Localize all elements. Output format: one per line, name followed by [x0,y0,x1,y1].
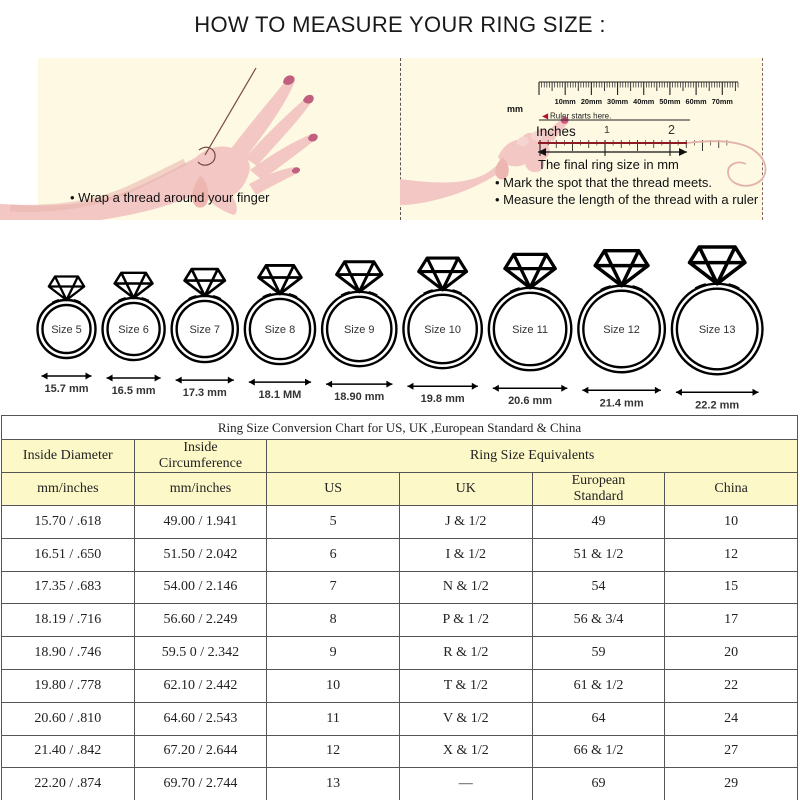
svg-text:Size 6: Size 6 [118,324,149,336]
svg-text:18.90 mm: 18.90 mm [334,391,384,403]
svg-text:Size 13: Size 13 [699,324,736,336]
svg-text:Size 9: Size 9 [344,324,375,336]
svg-text:Size 10: Size 10 [424,324,461,336]
svg-text:40mm: 40mm [633,97,655,106]
svg-text:18.1 MM: 18.1 MM [259,389,302,401]
svg-text:The final ring size in mm: The final ring size in mm [538,157,679,172]
svg-text:15.7 mm: 15.7 mm [44,383,88,395]
svg-text:Size 11: Size 11 [512,324,548,336]
svg-text:mm: mm [507,104,523,114]
svg-text:◀: ◀ [542,112,549,121]
svg-text:Ruler starts here.: Ruler starts here. [550,112,611,121]
svg-text:10mm: 10mm [555,97,577,106]
svg-text:60mm: 60mm [686,97,708,106]
svg-text:30mm: 30mm [607,97,629,106]
svg-text:20.6 mm: 20.6 mm [508,395,552,407]
svg-text:19.8 mm: 19.8 mm [421,393,465,405]
svg-text:20mm: 20mm [581,97,603,106]
svg-text:50mm: 50mm [659,97,681,106]
svg-text:1: 1 [604,124,610,136]
svg-text:Size 7: Size 7 [189,324,220,336]
svg-text:16.5 mm: 16.5 mm [112,385,156,397]
svg-text:2: 2 [668,123,675,137]
svg-text:70mm: 70mm [712,97,734,106]
svg-text:21.4 mm: 21.4 mm [600,397,644,409]
svg-text:Size 5: Size 5 [51,324,82,336]
svg-text:17.3 mm: 17.3 mm [183,387,227,399]
svg-text:Size 12: Size 12 [603,324,640,336]
svg-text:22.2 mm: 22.2 mm [695,399,739,411]
svg-text:Size 8: Size 8 [265,324,296,336]
